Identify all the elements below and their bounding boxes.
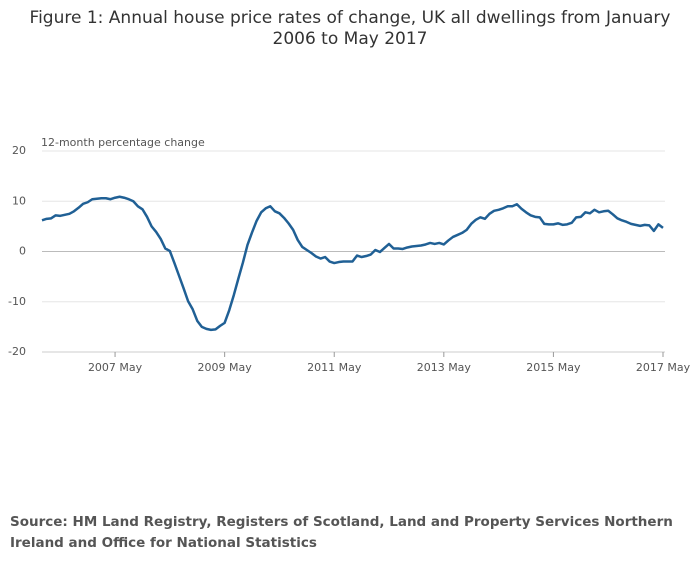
x-tick-label: 2015 May [526,361,581,374]
y-tick-label: 20 [12,144,26,157]
x-tick-label: 2013 May [417,361,472,374]
y-tick-label: -20 [8,345,26,358]
x-tick-label: 2011 May [307,361,362,374]
chart-title: Figure 1: Annual house price rates of ch… [29,8,671,49]
source-note: Source: HM Land Registry, Registers of S… [10,514,673,551]
y-tick-label: 10 [12,194,26,207]
x-tick-label: 2017 May [636,361,691,374]
data-line [41,195,664,332]
y-tick-label: 0 [19,245,26,258]
x-tick-label: 2009 May [198,361,253,374]
y-axis-label: 12-month percentage change [41,136,205,149]
y-tick-label: -10 [8,295,26,308]
x-tick-label: 2007 May [88,361,143,374]
